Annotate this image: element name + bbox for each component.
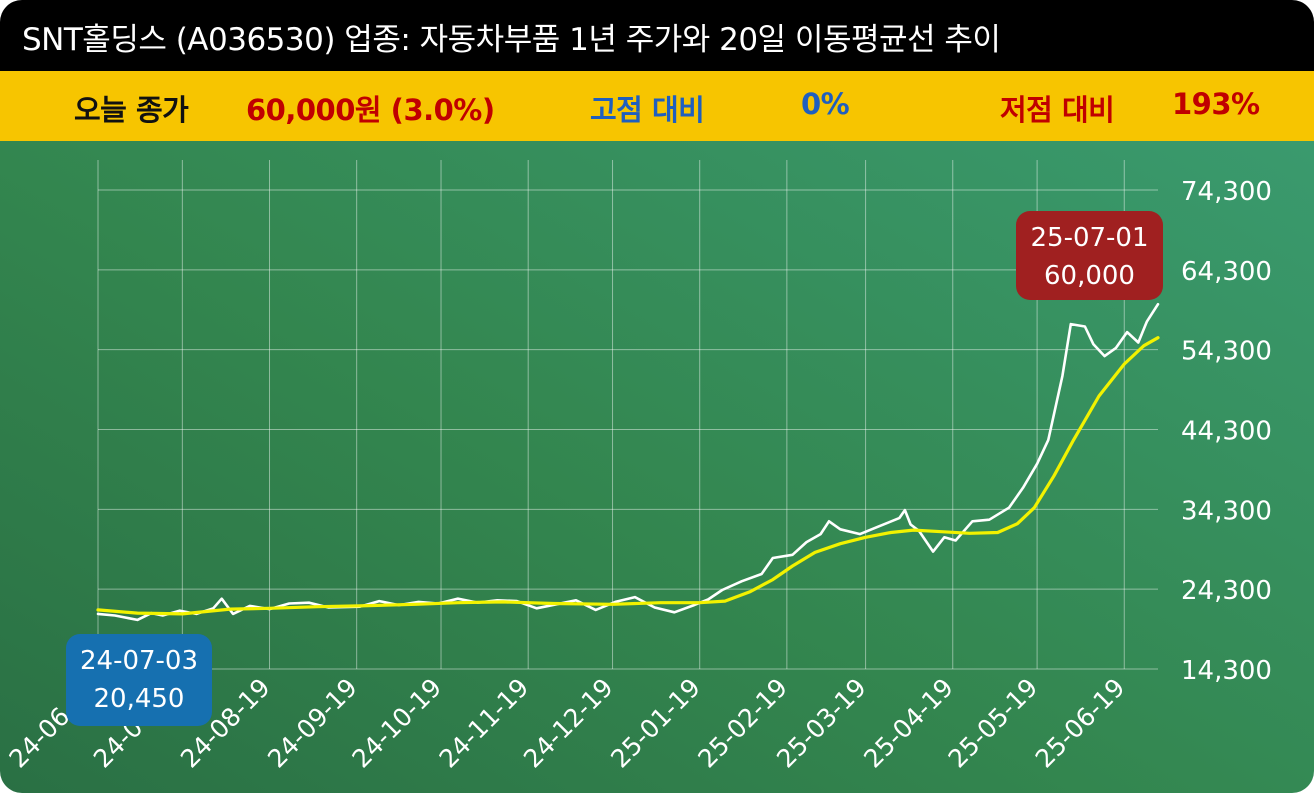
low-compare-label: 저점 대비 <box>1000 93 1115 127</box>
chart-title: SNT홀딩스 (A036530) 업종: 자동차부품 1년 주가와 20일 이동… <box>22 22 1001 58</box>
y-tick-label: 14,300 <box>1181 656 1272 686</box>
y-tick-label: 24,300 <box>1181 576 1272 606</box>
low-callout-date: 24-07-03 <box>80 646 198 676</box>
y-tick-label: 74,300 <box>1181 177 1272 207</box>
y-tick-label: 54,300 <box>1181 337 1272 367</box>
low-callout-value: 20,450 <box>94 684 185 714</box>
x-tick-label: 25-01-19 <box>605 673 706 774</box>
x-tick-label: 24-10-19 <box>347 673 448 774</box>
x-tick-label: 25-05-19 <box>943 673 1044 774</box>
x-tick-label: 24-11-19 <box>434 673 535 774</box>
x-tick-label: 25-06-19 <box>1030 673 1131 774</box>
high-compare-label: 고점 대비 <box>590 93 705 127</box>
high-callout-box <box>1016 211 1163 300</box>
high-compare-value: 0% <box>801 87 850 121</box>
close-value: 60,000원 (3.0%) <box>246 93 495 127</box>
y-tick-label: 44,300 <box>1181 417 1272 447</box>
low-callout-box <box>66 634 212 726</box>
x-tick-label: 24-09-19 <box>262 673 363 774</box>
close-label: 오늘 종가 <box>74 93 189 127</box>
y-tick-label: 34,300 <box>1181 496 1272 526</box>
low-compare-value: 193% <box>1172 87 1260 121</box>
high-callout-date: 25-07-01 <box>1030 223 1148 253</box>
y-tick-label: 64,300 <box>1181 257 1272 287</box>
x-tick-label: 25-04-19 <box>858 673 959 774</box>
x-tick-label: 24-12-19 <box>518 673 619 774</box>
summary-bar: 오늘 종가 60,000원 (3.0%) 고점 대비 0% 저점 대비 193% <box>0 71 1314 141</box>
moving-average-line <box>96 336 1160 616</box>
title-bar: SNT홀딩스 (A036530) 업종: 자동차부품 1년 주가와 20일 이동… <box>0 0 1314 71</box>
high-callout-value: 60,000 <box>1044 261 1135 291</box>
price-line <box>96 302 1160 622</box>
